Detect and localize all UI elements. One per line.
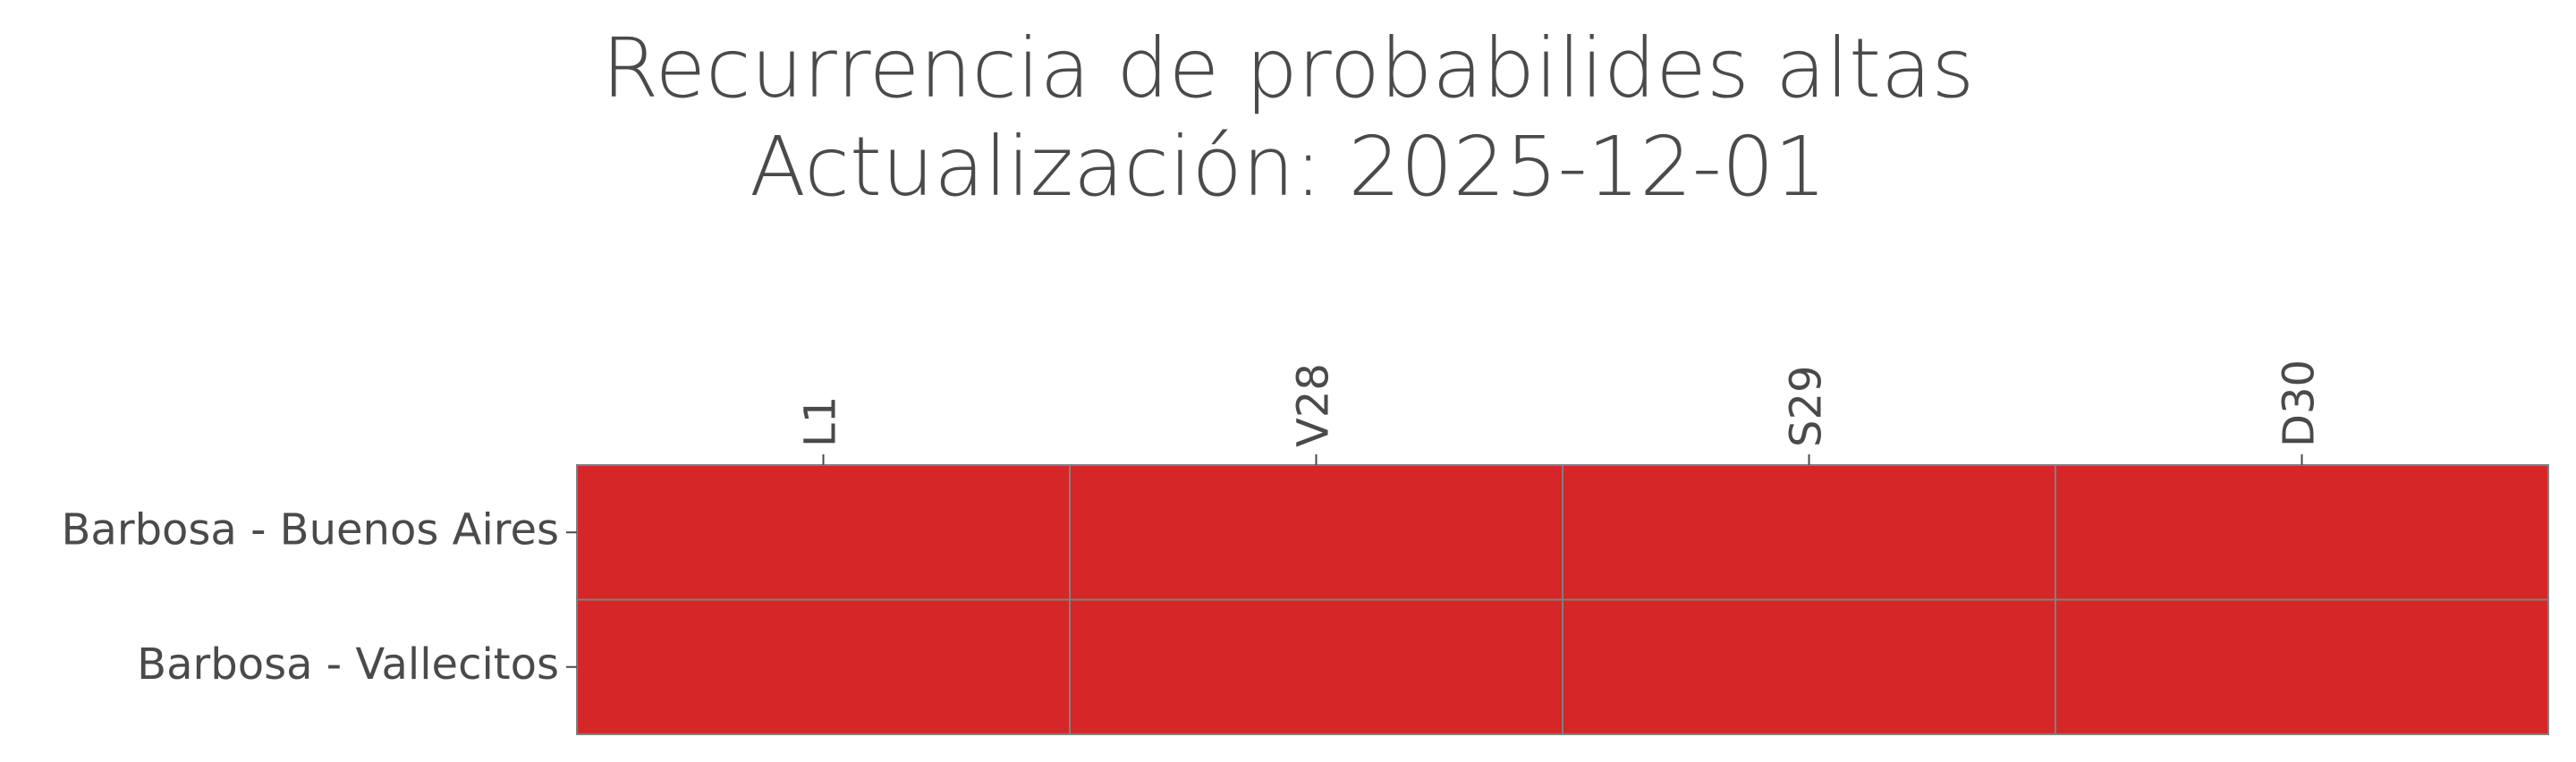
heatmap-cell [1069, 464, 1563, 601]
heatmap-cell [2055, 464, 2549, 601]
x-tick-label: S29 [1782, 365, 1832, 447]
heatmap-cell [576, 598, 1071, 735]
heatmap-cell [1562, 464, 2056, 601]
heatmap-cell [1562, 598, 2056, 735]
y-tick-label: Barbosa - Buenos Aires [62, 504, 560, 555]
heatmap-cell [1069, 598, 1563, 735]
chart-title: Recurrencia de probabilides altas [602, 21, 1975, 116]
x-tick-label: D30 [2275, 360, 2325, 447]
x-tick-label: L1 [796, 396, 846, 447]
chart-subtitle: Actualización: 2025-12-01 [750, 119, 1826, 215]
x-tick-label: V28 [1289, 363, 1339, 447]
y-tick-label: Barbosa - Vallecitos [137, 639, 559, 690]
heatmap-cell [2055, 598, 2549, 735]
heatmap-cell [576, 464, 1071, 601]
